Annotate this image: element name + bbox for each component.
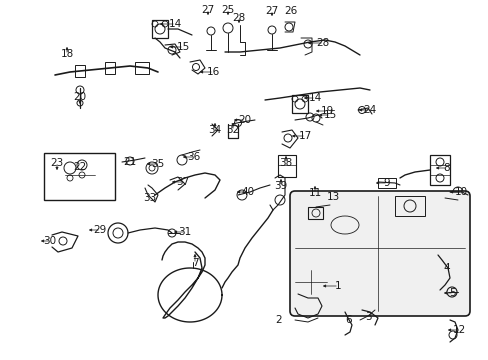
Bar <box>291 95 307 113</box>
Text: 14: 14 <box>168 19 181 29</box>
Text: 40: 40 <box>241 187 254 197</box>
Text: 12: 12 <box>451 325 465 335</box>
Text: 28: 28 <box>232 13 245 23</box>
Text: 6: 6 <box>345 315 351 325</box>
Text: 25: 25 <box>221 5 234 15</box>
Bar <box>394 196 424 216</box>
Text: 20: 20 <box>238 115 251 125</box>
Text: 13: 13 <box>325 192 339 202</box>
Text: 2: 2 <box>275 315 282 325</box>
Text: 10: 10 <box>453 187 467 197</box>
Text: 31: 31 <box>178 227 191 237</box>
Text: 14: 14 <box>308 93 321 103</box>
Text: 9: 9 <box>383 178 389 188</box>
Text: 15: 15 <box>176 42 189 52</box>
Bar <box>278 155 295 177</box>
Text: 8: 8 <box>443 163 449 173</box>
Text: 22: 22 <box>73 162 86 172</box>
Text: 34: 34 <box>208 125 221 135</box>
Bar <box>307 207 323 219</box>
Text: 29: 29 <box>93 225 106 235</box>
Text: 7: 7 <box>191 258 198 268</box>
Text: 3: 3 <box>364 312 370 322</box>
Text: 35: 35 <box>151 159 164 169</box>
Bar <box>152 20 168 38</box>
Bar <box>75 65 85 77</box>
Bar <box>105 62 115 74</box>
Text: 26: 26 <box>284 6 297 16</box>
Text: 37: 37 <box>176 177 189 187</box>
Text: 33: 33 <box>143 193 156 203</box>
Bar <box>294 270 326 294</box>
FancyBboxPatch shape <box>289 191 469 316</box>
Text: 28: 28 <box>316 38 329 48</box>
Text: 19: 19 <box>320 106 333 116</box>
Text: 15: 15 <box>323 110 336 120</box>
Bar <box>135 62 149 74</box>
Text: 23: 23 <box>50 158 63 168</box>
Text: 39: 39 <box>274 181 287 191</box>
Text: 38: 38 <box>279 158 292 168</box>
Bar <box>44 153 115 200</box>
Text: 17: 17 <box>298 131 311 141</box>
Text: 20: 20 <box>73 92 86 102</box>
Bar <box>377 178 395 188</box>
Bar <box>429 155 449 185</box>
Text: 1: 1 <box>334 281 341 291</box>
Text: 30: 30 <box>43 236 57 246</box>
Text: 36: 36 <box>187 152 200 162</box>
Text: 32: 32 <box>226 125 239 135</box>
Text: 21: 21 <box>123 157 136 167</box>
Text: 27: 27 <box>201 5 214 15</box>
Text: 16: 16 <box>206 67 219 77</box>
Text: 18: 18 <box>60 49 74 59</box>
Text: 4: 4 <box>443 263 449 273</box>
Text: 24: 24 <box>363 105 376 115</box>
Text: 11: 11 <box>308 188 321 198</box>
Text: 5: 5 <box>449 288 455 298</box>
Text: 27: 27 <box>265 6 278 16</box>
